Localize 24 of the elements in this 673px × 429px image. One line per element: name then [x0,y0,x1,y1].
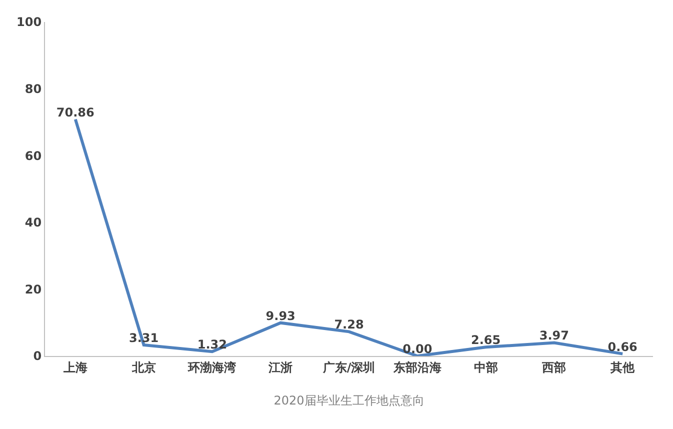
x-tick-label: 其他 [610,360,636,374]
y-tick-label: 0 [33,349,42,364]
x-tick-label: 广东/深圳 [322,360,376,374]
text: 70.86 [56,105,94,120]
text: 3.97 [539,328,570,343]
text: 1.32 [197,338,228,352]
text: 0.00 [402,342,432,356]
x-axis-title: 2020届毕业生工作地点意向 [274,393,424,408]
x-tick-label: 西部 [541,360,566,374]
y-tick-label: 80 [24,82,42,96]
y-tick-label: 100 [16,15,42,30]
text: 7.28 [334,318,364,332]
y-tick-label: 40 [24,216,42,230]
x-tick-label: 江浙 [268,360,293,374]
text: 0.66 [608,340,638,354]
text: 2.65 [470,333,501,348]
y-tick-label: 60 [24,148,42,163]
y-tick-label: 20 [24,282,42,296]
text: 9.93 [266,308,296,323]
x-tick-label: 东部沿海 [392,360,442,374]
x-tick-label: 环渤海湾 [187,360,236,374]
x-tick-label: 中部 [474,360,498,374]
x-tick-label: 上海 [62,360,88,374]
x-tick-label: 北京 [130,360,156,374]
